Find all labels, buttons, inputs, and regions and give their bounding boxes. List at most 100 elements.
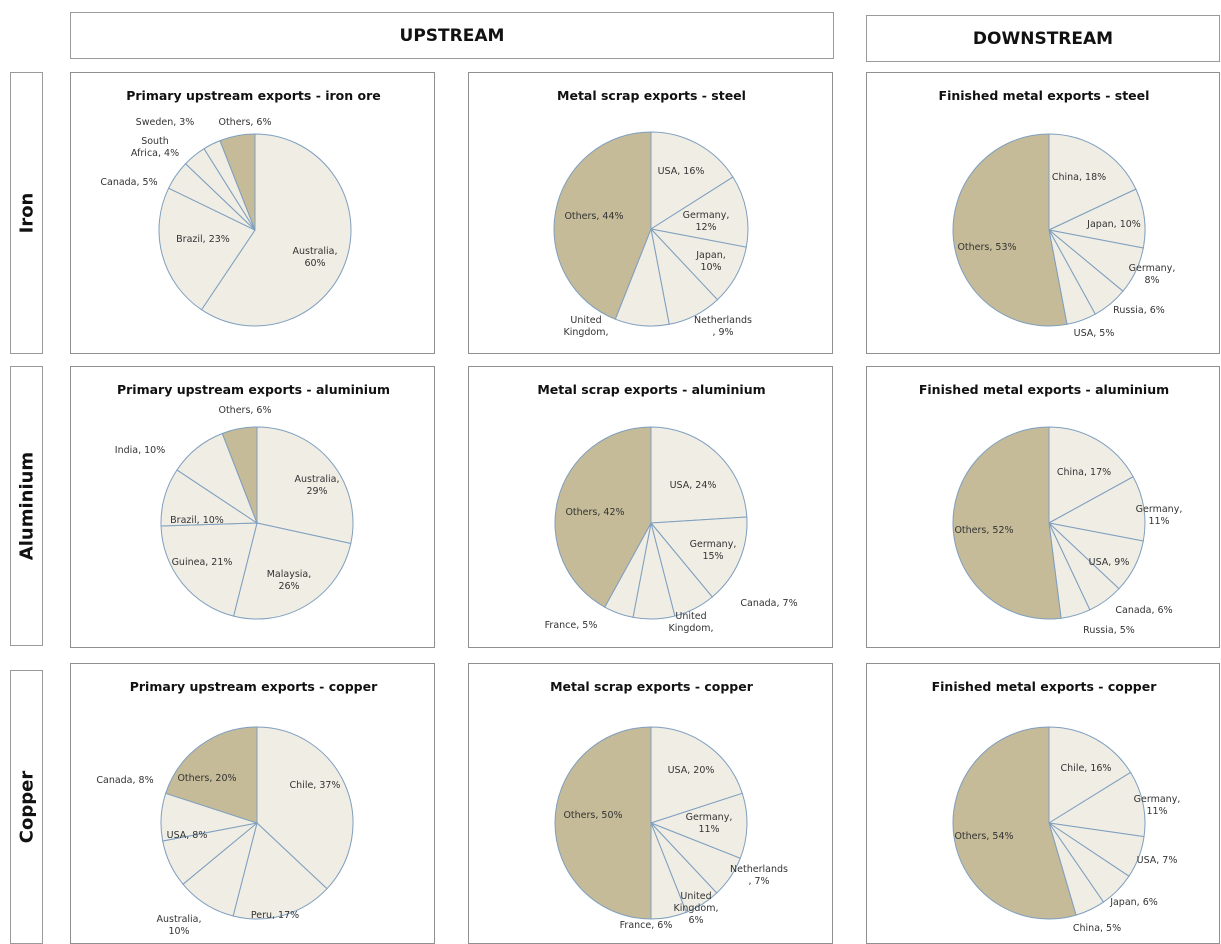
- chart-title: Metal scrap exports - copper: [550, 679, 754, 694]
- slice-label: Germany, 8%: [1129, 263, 1176, 286]
- slice-label: Chile, 16%: [1061, 763, 1112, 774]
- slice-label: Netherlands, 7%: [730, 864, 788, 887]
- slice-label: USA, 20%: [668, 765, 715, 776]
- slice-label: Germany, 11%: [1136, 504, 1183, 527]
- pie-chart-iron-ore: Primary upstream exports - iron ore Austr…: [100, 88, 381, 327]
- slice-label: Others, 20%: [177, 773, 236, 784]
- slice-label: India, 10%: [115, 445, 165, 456]
- slice-label: USA, 5%: [1074, 328, 1115, 339]
- slice-label: Germany, 11%: [686, 812, 733, 835]
- pie-slice: [650, 131, 734, 230]
- upstream-header-label: UPSTREAM: [399, 25, 505, 46]
- pie-panel-finished-aluminium: Finished metal exports - aluminium China,…: [866, 366, 1220, 648]
- slice-label: Others, 54%: [954, 831, 1013, 842]
- slice-label: USA, 9%: [1089, 557, 1130, 568]
- slice-label: Germany, 15%: [690, 539, 737, 562]
- pie-slice: [649, 792, 748, 859]
- pie-slice: [1047, 476, 1146, 542]
- slice-label: China, 17%: [1057, 467, 1111, 478]
- row-label-iron-text: Iron: [16, 192, 37, 234]
- slice-label: France, 6%: [620, 920, 673, 931]
- chart-title: Finished metal exports - copper: [932, 679, 1158, 694]
- row-label-iron: Iron: [10, 72, 43, 354]
- pie-panel-iron-ore: Primary upstream exports - iron ore Austr…: [70, 72, 435, 354]
- slice-label: Chile, 37%: [290, 780, 341, 791]
- pie-slice: [221, 426, 258, 524]
- pie-slice: [650, 426, 748, 524]
- pie-panel-scrap-steel: Metal scrap exports - steel USA, 16% Germa…: [468, 72, 833, 354]
- chart-title: Metal scrap exports - aluminium: [537, 382, 765, 397]
- slice-label: Malaysia, 26%: [267, 569, 312, 592]
- row-label-aluminium-text: Aluminium: [16, 451, 37, 561]
- row-label-copper: Copper: [10, 670, 43, 944]
- pie-chart-upstream-copper: Primary upstream exports - copper Chile, …: [96, 679, 378, 937]
- slice-label: USA, 24%: [670, 480, 717, 491]
- slice-label: France, 5%: [545, 620, 598, 631]
- row-label-copper-text: Copper: [16, 770, 37, 844]
- pie-panel-upstream-aluminium: Primary upstream exports - aluminium Aust…: [70, 366, 435, 648]
- pie-slice: [1048, 726, 1132, 824]
- slice-label: USA, 7%: [1137, 855, 1178, 866]
- slice-label: Brazil, 10%: [170, 515, 224, 526]
- downstream-header: DOWNSTREAM: [866, 15, 1220, 62]
- slice-label: Canada, 6%: [1115, 605, 1172, 616]
- slice-label: Others, 44%: [564, 211, 623, 222]
- pie-slice: [554, 726, 652, 920]
- slice-label: Australia, 10%: [156, 914, 201, 937]
- slice-label: South Africa, 4%: [131, 136, 179, 159]
- slice-label: United Kingdom,: [563, 315, 608, 338]
- pie-slice: [554, 426, 652, 608]
- slice-label: Sweden, 3%: [136, 117, 195, 128]
- pie-chart-finished-copper: Finished metal exports - copper Chile, 16…: [932, 679, 1181, 934]
- slice-label: Japan, 6%: [1109, 897, 1158, 908]
- pie-chart-scrap-copper: Metal scrap exports - copper USA, 20% Germ…: [550, 679, 788, 931]
- downstream-header-label: DOWNSTREAM: [972, 28, 1114, 49]
- slice-label: Others, 50%: [563, 810, 622, 821]
- pie-panel-upstream-copper: Primary upstream exports - copper Chile, …: [70, 663, 435, 944]
- chart-title: Primary upstream exports - iron ore: [126, 88, 381, 103]
- slice-label: Canada, 8%: [96, 775, 153, 786]
- slice-label: Russia, 6%: [1113, 305, 1165, 316]
- pie-panel-scrap-copper: Metal scrap exports - copper USA, 20% Germ…: [468, 663, 833, 944]
- pie-slice: [165, 726, 258, 824]
- slice-label: United Kingdom, 6%: [673, 891, 718, 926]
- slice-label: Japan, 10%: [695, 250, 726, 273]
- slice-label: China, 5%: [1073, 923, 1121, 934]
- pie-slice: [1048, 133, 1137, 231]
- slice-label: Guinea, 21%: [172, 557, 233, 568]
- upstream-header: UPSTREAM: [70, 12, 834, 59]
- chart-title: Finished metal exports - aluminium: [919, 382, 1169, 397]
- slice-label: Others, 6%: [218, 117, 271, 128]
- slice-label: Peru, 17%: [251, 910, 299, 921]
- pie-panel-finished-steel: Finished metal exports - steel China, 18%…: [866, 72, 1220, 354]
- slice-label: Others, 53%: [957, 242, 1016, 253]
- pie-chart-scrap-steel: Metal scrap exports - steel USA, 16% Germa…: [553, 88, 752, 338]
- pie-slice: [232, 522, 352, 620]
- slice-label: Germany, 12%: [683, 210, 730, 233]
- slice-label: Canada, 5%: [100, 177, 157, 188]
- pie-chart-scrap-aluminium: Metal scrap exports - aluminium USA, 24% G…: [537, 382, 797, 634]
- pie-panel-finished-copper: Finished metal exports - copper Chile, 16…: [866, 663, 1220, 944]
- slice-label: Germany, 11%: [1134, 794, 1181, 817]
- pie-slice: [952, 426, 1062, 620]
- pie-chart-upstream-aluminium: Primary upstream exports - aluminium Aust…: [115, 382, 390, 620]
- pie-slice: [553, 131, 652, 320]
- slice-label: Others, 6%: [218, 405, 271, 416]
- row-label-aluminium: Aluminium: [10, 366, 43, 646]
- chart-title: Metal scrap exports - steel: [557, 88, 746, 103]
- pie-slice: [256, 726, 354, 890]
- pie-slice: [1047, 771, 1146, 838]
- pie-slice: [952, 726, 1077, 920]
- slice-label: Netherlands, 9%: [694, 315, 752, 338]
- slice-label: Canada, 7%: [740, 598, 797, 609]
- slice-label: USA, 8%: [167, 830, 208, 841]
- pie-slice: [952, 133, 1068, 327]
- slice-label: Japan, 10%: [1086, 219, 1141, 230]
- chart-title: Finished metal exports - steel: [939, 88, 1150, 103]
- pie-slice: [160, 522, 258, 617]
- pie-slice: [650, 726, 743, 824]
- pie-slice: [219, 133, 256, 231]
- slice-label: Others, 52%: [954, 525, 1013, 536]
- slice-label: China, 18%: [1052, 172, 1106, 183]
- chart-title: Primary upstream exports - aluminium: [117, 382, 390, 397]
